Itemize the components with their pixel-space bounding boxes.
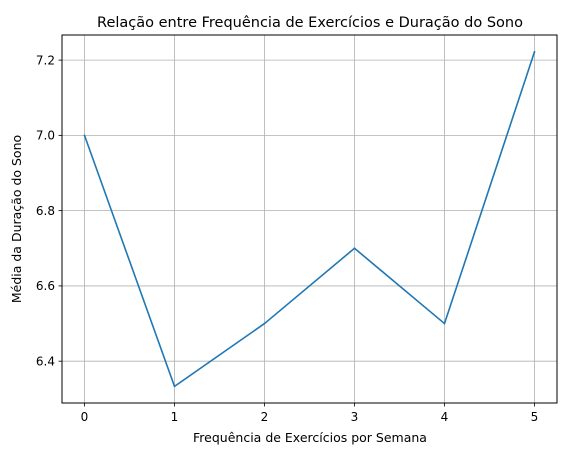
series-layer xyxy=(83,50,536,388)
x-tick-label: 2 xyxy=(261,410,269,424)
y-tick-label: 6.4 xyxy=(36,354,55,368)
grid-lines xyxy=(62,35,557,403)
series-line xyxy=(83,51,536,388)
data-point xyxy=(443,322,446,325)
y-axis-label: Média da Duração do Sono xyxy=(9,135,24,303)
chart-title: Relação entre Frequência de Exercícios e… xyxy=(97,15,523,31)
data-point xyxy=(353,247,356,250)
y-tick-label: 6.8 xyxy=(36,204,55,218)
x-tick-label: 1 xyxy=(171,410,179,424)
x-tick-label: 0 xyxy=(81,410,89,424)
x-tick-label: 5 xyxy=(531,410,539,424)
x-tick-label: 3 xyxy=(351,410,359,424)
x-tick-label: 4 xyxy=(441,410,449,424)
data-point xyxy=(173,385,176,388)
y-tick-label: 7.0 xyxy=(36,129,55,143)
y-tick-label: 7.2 xyxy=(36,53,55,67)
axis-ticks: 0 1 2 3 4 5 6.4 6.6 6.8 7.0 7.2 xyxy=(36,53,538,424)
data-point xyxy=(263,322,266,325)
y-tick-label: 6.6 xyxy=(36,279,55,293)
data-point xyxy=(83,134,86,137)
plot-frame xyxy=(61,34,558,404)
data-point xyxy=(533,50,536,53)
x-axis-label: Frequência de Exercícios por Semana xyxy=(193,430,427,445)
